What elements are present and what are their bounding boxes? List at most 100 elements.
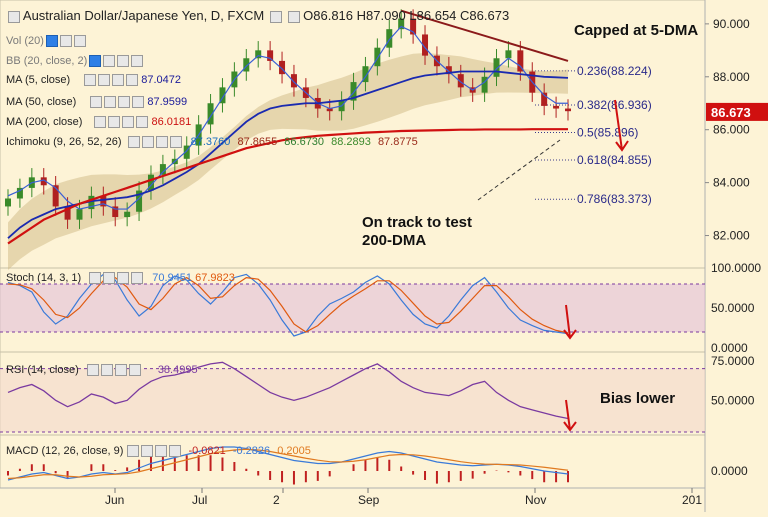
annotation-bias: Bias lower [600,390,676,407]
stoch-band [0,284,705,332]
candle-body [374,47,381,67]
indicator-ma5[interactable]: MA (5, close) 87.0472 [6,74,182,87]
last-price-label: 86.673 [711,105,751,120]
ohlc-open: O86.816 [303,8,354,23]
stoch-d-line [7,276,569,334]
candle-body [255,50,262,59]
settings-icon[interactable] [269,10,282,23]
last-price-tag [706,102,768,121]
candle-body [52,185,59,207]
indicator-vol[interactable]: Vol (20) [6,35,86,48]
ma50-value: 87.9599 [147,96,188,108]
x-tick-label: Jul [192,493,207,507]
candle-body [541,92,548,106]
candle-body [398,18,405,30]
settings-icon [103,55,116,68]
stoch-tick-label: 50.0000 [711,301,755,315]
candle-body [457,74,464,88]
candle-body [112,206,119,218]
candle-body [422,34,429,56]
candle-body [243,58,250,72]
candle-body [64,206,71,220]
stoch-k-line [7,273,569,337]
candle-body [124,211,131,218]
x-tick-label: Jun [105,493,124,507]
macd-signal-line [7,448,569,480]
price-tick-label: 88.000 [713,70,750,84]
indicator-ma200[interactable]: MA (200, close) 86.0181 [6,116,192,129]
price-tick-label: 84.000 [713,176,750,190]
x-tick-label: Sep [358,493,380,507]
chart-title: Australian Dollar/Japanese Yen, D, FXCM [22,8,265,23]
stoch-tick-label: 0.0000 [711,341,748,355]
dropdown-arrow-icon[interactable] [8,10,20,23]
close-icon [131,55,144,68]
ma200-line [7,128,568,245]
rsi-line [7,361,569,420]
fib-level-label: 0.382(86.936) [577,98,652,112]
candle-body [147,174,154,191]
ohlc-low: L86.654 [409,8,457,23]
candle-body [76,209,83,220]
ohlc-close: C86.673 [460,8,510,23]
x-tick-label: 2 [273,493,280,507]
candle-body [362,66,369,83]
settings-icon [90,96,103,109]
candle-body [481,76,488,93]
candle-body [386,29,393,48]
indicator-ma50[interactable]: MA (50, close) 87.9599 [6,96,188,109]
add-icon [117,55,130,68]
macd-legend[interactable]: MACD (12, 26, close, 9) -0.0821 -0.2826 … [6,445,311,458]
settings-icon [59,35,72,48]
resistance-trendline [400,9,569,62]
rsi-legend[interactable]: RSI (14, close) 38.4995 [6,364,198,377]
ichimoku-cloud [8,52,568,270]
ma50-line [7,70,569,239]
candle-body [88,195,95,210]
indicator-ichimoku[interactable]: Ichimoku (9, 26, 52, 26) 87.3760 87.8655… [6,136,418,149]
visibility-icon [45,35,58,48]
price-tick-label: 86.000 [713,123,750,137]
indicator-bb[interactable]: BB (20, close, 2) [6,55,144,68]
stoch-legend[interactable]: Stoch (14, 3, 1) 70.9451 67.9823 [6,272,235,285]
down-arrow-icon [563,304,577,340]
annotation-track-line1: On track to test [362,214,473,231]
visibility-icon [89,55,102,68]
rsi-tick-label: 50.0000 [711,393,755,407]
settings-icon [84,74,97,87]
candle-body [16,187,23,199]
candle-body [159,164,166,175]
candle-body [136,190,143,212]
chart-title-row: Australian Dollar/Japanese Yen, D, FXCM … [6,8,509,23]
settings-icon [94,116,107,129]
ohlc-high: H87.090 [356,8,406,23]
ma5-value: 87.0472 [141,74,182,86]
annotation-capped: Capped at 5-DMA [574,22,699,39]
annotation-track-line2: 200-DMA [362,232,427,249]
macd-tick-label: 0.0000 [711,464,748,478]
candle-body [350,82,357,101]
price-tick-label: 90.000 [713,17,750,31]
ma200-value: 86.0181 [151,116,192,128]
fib-level-label: 0.5(85.896) [577,125,638,139]
close-icon [73,35,86,48]
stoch-tick-label: 100.0000 [711,261,761,275]
fib-level-label: 0.618(84.855) [577,153,652,167]
x-tick-label: 201 [682,493,702,507]
candle-body [553,105,560,109]
candle-body [40,177,47,186]
down-arrow-icon [614,99,629,152]
toggle-icon[interactable] [287,10,300,23]
candle-body [410,18,417,35]
x-tick-label: Nov [525,493,546,507]
candle-body [505,50,512,59]
candle-body [445,66,452,75]
candle-body [219,87,226,104]
ma5-line [7,25,568,210]
candle-body [326,108,333,112]
candle-body [100,195,107,207]
candle-body [565,108,571,112]
candle-body [267,50,274,61]
